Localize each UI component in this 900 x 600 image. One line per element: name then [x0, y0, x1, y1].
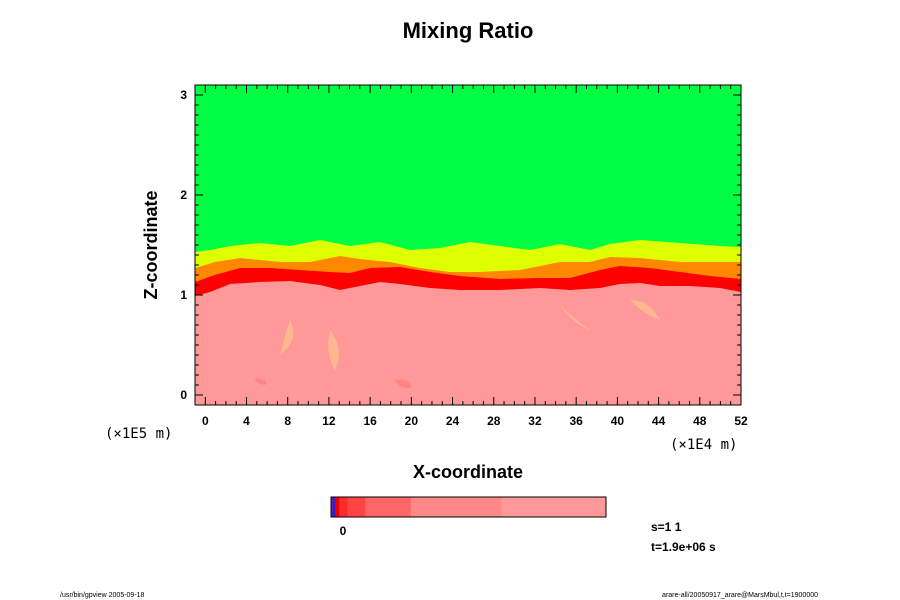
x-axis-label: X-coordinate	[413, 462, 523, 482]
x-tick-label: 8	[284, 414, 291, 428]
x-tick-label: 36	[569, 414, 583, 428]
colorbar-segment	[333, 497, 336, 517]
x-tick-label: 20	[405, 414, 419, 428]
colorbar-segment	[347, 497, 366, 517]
x-tick-label: 52	[734, 414, 748, 428]
x-tick-label: 48	[693, 414, 707, 428]
x-tick-label: 4	[243, 414, 250, 428]
step-annotation: s=1 1	[651, 520, 682, 534]
y-tick-label: 3	[180, 88, 187, 102]
y-ticks: 0 1 2 3	[180, 88, 741, 402]
colorbar-segment	[331, 497, 334, 517]
colorbar-segment	[365, 497, 412, 517]
colorbar-segment	[410, 497, 502, 517]
x-tick-label: 40	[611, 414, 625, 428]
x-scale-label: (×1E4 m)	[670, 437, 737, 453]
x-tick-label: 32	[528, 414, 542, 428]
x-tick-label: 24	[446, 414, 460, 428]
x-tick-label: 16	[363, 414, 377, 428]
time-annotation: t=1.9e+06 s	[651, 540, 716, 554]
footer-right: arare-all/20050917_arare@MarsMbul,t,t=19…	[662, 592, 818, 599]
y-tick-label: 0	[180, 388, 187, 402]
y-axis-label: Z-coordinate	[141, 190, 161, 299]
chart-title: Mixing Ratio	[403, 18, 534, 43]
colorbar	[331, 497, 607, 517]
footer-left: /usr/bin/gpview 2005-09-18	[60, 592, 145, 599]
x-tick-label: 44	[652, 414, 666, 428]
x-ticks: 0 4 8 12 16 20 24 28 32 36 40 44 48 52	[202, 85, 748, 428]
colorbar-frame	[330, 496, 607, 518]
x-tick-label: 12	[322, 414, 336, 428]
x-tick-label: 28	[487, 414, 501, 428]
colorbar-segment	[501, 497, 607, 517]
layer-upper	[195, 85, 741, 252]
y-scale-label: (×1E5 m)	[105, 426, 172, 442]
colorbar-tick-label: 0	[340, 524, 347, 538]
colorbar-segment	[339, 497, 348, 517]
y-tick-label: 1	[180, 288, 187, 302]
colorbar-segment	[335, 497, 340, 517]
y-tick-label: 2	[180, 188, 187, 202]
x-tick-label: 0	[202, 414, 209, 428]
